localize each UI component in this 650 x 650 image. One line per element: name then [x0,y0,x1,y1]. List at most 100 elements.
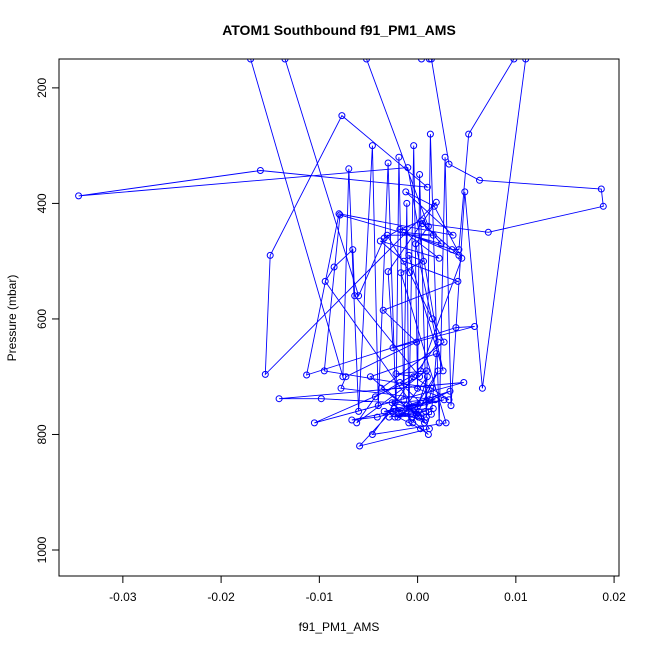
data-point [478,384,486,392]
data-point [432,350,440,358]
y-tick-label: 800 [35,424,49,444]
data-point [355,407,363,415]
x-tick-label: -0.01 [306,590,334,604]
series-line-1 [284,59,515,435]
x-tick-label: -0.03 [109,590,137,604]
data-point [403,199,411,207]
y-tick-label: 200 [35,78,49,98]
data-point [389,344,397,352]
x-tick-label: 0.02 [602,590,626,604]
data-point [320,367,328,375]
data-point [422,416,429,424]
data-point [434,367,442,375]
data-point [449,231,457,239]
data-point [448,246,456,254]
data-point [442,419,450,427]
series-line-0 [78,59,604,447]
data-point [75,192,83,200]
data-point [384,159,392,167]
data-point [373,413,381,421]
data-point [441,153,449,161]
data-point [403,402,411,410]
data-point [339,373,347,381]
x-tick-label: 0.00 [406,590,430,604]
data-point [355,292,363,300]
data-point [380,407,388,415]
x-tick-label: -0.02 [207,590,235,604]
data-point [406,269,414,277]
y-tick-label: 600 [35,309,49,329]
data-point [400,396,408,404]
chart-title: ATOM1 Southbound f91_PM1_AMS [222,22,456,38]
data-point [460,379,468,386]
y-axis: 200 400 600 800 1000 [35,78,60,563]
y-tick-label: 1000 [35,536,49,563]
data-point [427,59,435,63]
y-tick-label: 400 [35,193,49,213]
data-point [416,171,424,178]
data-point [402,188,410,196]
data-point [388,399,396,407]
data-point [465,130,473,138]
data-point [366,373,374,381]
data-point [471,323,479,330]
data-point [404,164,412,172]
data-point [405,419,413,427]
data-point [349,246,357,254]
x-tick-label: 0.01 [504,590,528,604]
data-point [435,419,443,427]
data-point [447,402,455,410]
data-point [430,202,438,210]
data-point [275,395,283,403]
data-point [414,384,422,392]
data-point [454,277,462,285]
data-point [484,228,492,236]
data-point [522,59,530,63]
data-point [445,160,453,168]
data-point [368,431,376,438]
data-point [597,185,605,193]
data-point [424,431,432,438]
data-point [395,153,403,161]
data-point [435,254,443,262]
series-line-2 [250,59,527,423]
data-point [418,59,425,63]
data-point [428,315,436,323]
data-point [422,413,430,421]
data-point [510,59,518,63]
data-point [368,142,376,150]
data-point [261,370,269,378]
data-point [303,371,311,379]
data-point [317,395,325,403]
data-point [345,165,353,173]
data-point [432,198,440,206]
data-point [455,246,463,254]
data-point [351,292,359,300]
data-point [310,419,318,427]
data-point [321,277,329,285]
y-axis-label: Pressure (mbar) [5,275,19,362]
data-point [336,211,344,219]
data-point [426,130,434,138]
data-point [379,306,387,314]
data-point [281,59,289,63]
x-axis: -0.03 -0.02 -0.01 0.00 0.01 0.02 [109,575,626,604]
data-point [374,402,382,410]
data-point [353,419,361,427]
data-point [337,384,345,392]
data-point [413,410,421,418]
data-point [420,257,427,265]
data-point [424,223,432,230]
data-point [409,419,417,427]
data-point [335,210,343,218]
series-group [75,59,607,450]
data-point [461,188,469,196]
data-point [418,217,425,225]
data-point [384,268,392,276]
data-point [599,202,607,210]
data-point [392,407,400,415]
data-point [410,142,418,150]
x-axis-label: f91_PM1_AMS [299,620,380,634]
data-point [363,59,370,63]
